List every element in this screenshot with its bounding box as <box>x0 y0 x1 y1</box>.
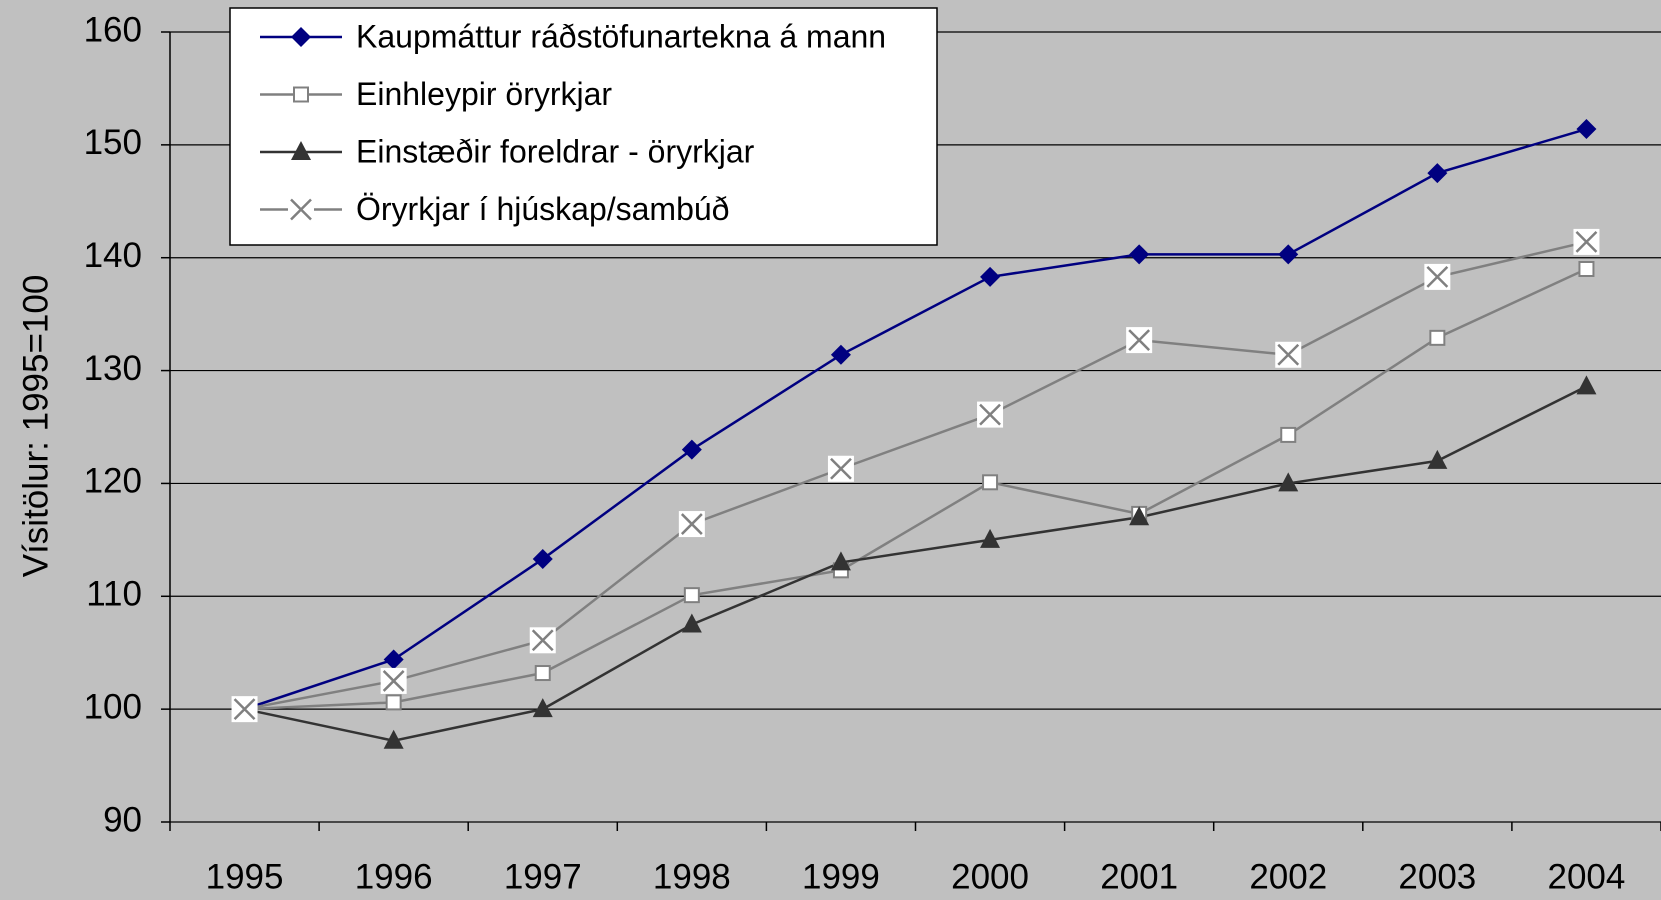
x-tick-label: 1998 <box>653 857 731 896</box>
marker <box>977 401 1004 428</box>
legend-label: Einhleypir öryrkjar <box>356 76 612 112</box>
y-tick-label: 150 <box>84 123 142 162</box>
legend-label: Kaupmáttur ráðstöfunartekna á mann <box>356 18 886 54</box>
marker <box>529 627 556 654</box>
marker <box>1278 244 1299 265</box>
marker-x <box>531 629 554 652</box>
marker <box>982 474 999 491</box>
marker <box>980 266 1001 287</box>
marker <box>1576 375 1597 395</box>
marker <box>385 694 402 711</box>
marker <box>288 196 314 223</box>
legend-label: Öryrkjar í hjúskap/sambúð <box>356 191 729 227</box>
y-tick-label: 130 <box>84 349 142 388</box>
x-tick-label: 1999 <box>802 857 880 896</box>
marker <box>678 511 705 538</box>
series-line <box>244 127 1587 711</box>
marker <box>683 587 700 604</box>
marker-x <box>680 513 703 535</box>
x-tick-label: 1997 <box>504 857 582 896</box>
y-tick-label: 100 <box>84 687 142 726</box>
y-tick-label: 160 <box>84 10 142 49</box>
y-tick-label: 110 <box>86 575 142 614</box>
marker <box>1576 119 1597 140</box>
x-tick-label: 2002 <box>1249 857 1327 896</box>
marker <box>1275 341 1302 368</box>
y-axis-label: Vísitölur: 1995=100 <box>16 275 55 578</box>
marker <box>534 665 551 682</box>
marker-x <box>1128 329 1151 351</box>
marker-x <box>1277 343 1300 366</box>
marker <box>827 455 854 482</box>
x-tick-label: 1995 <box>206 857 284 896</box>
legend-label: Einstæðir foreldrar - öryrkjar <box>356 133 755 169</box>
marker <box>1129 244 1150 265</box>
marker <box>291 141 311 160</box>
marker <box>681 439 702 460</box>
x-tick-label: 2001 <box>1100 857 1178 896</box>
x-tick-label: 2004 <box>1548 857 1626 896</box>
marker <box>1424 263 1451 290</box>
marker <box>532 549 553 570</box>
legend-box <box>229 7 938 246</box>
marker <box>532 698 553 718</box>
marker-x <box>979 403 1001 426</box>
marker <box>291 27 311 47</box>
marker <box>1129 506 1150 526</box>
x-tick-label: 1996 <box>355 857 433 896</box>
marker <box>830 551 851 571</box>
marker <box>1427 163 1448 184</box>
y-tick-label: 140 <box>84 236 142 275</box>
marker <box>380 667 407 694</box>
marker <box>1280 426 1297 443</box>
marker <box>1126 327 1153 354</box>
marker <box>1427 449 1448 469</box>
marker <box>980 528 1001 548</box>
marker-x <box>1575 231 1598 253</box>
series-line <box>244 267 1587 711</box>
marker-x <box>290 198 312 221</box>
marker <box>830 344 851 365</box>
marker <box>1573 228 1600 255</box>
marker <box>1429 329 1446 346</box>
x-tick-label: 2000 <box>951 857 1029 896</box>
y-tick-label: 90 <box>103 800 142 839</box>
x-tick-label: 2003 <box>1398 857 1476 896</box>
marker <box>681 613 702 633</box>
marker <box>231 696 258 723</box>
series-line <box>244 240 1587 711</box>
marker <box>383 729 404 749</box>
marker <box>383 649 404 670</box>
marker <box>1278 472 1299 492</box>
marker-x <box>233 698 256 721</box>
marker <box>293 86 309 103</box>
marker-x <box>1426 266 1449 288</box>
marker <box>1578 261 1595 277</box>
marker-x <box>830 457 852 480</box>
marker-x <box>382 670 405 692</box>
series-line <box>244 385 1588 743</box>
y-tick-label: 120 <box>84 462 142 501</box>
